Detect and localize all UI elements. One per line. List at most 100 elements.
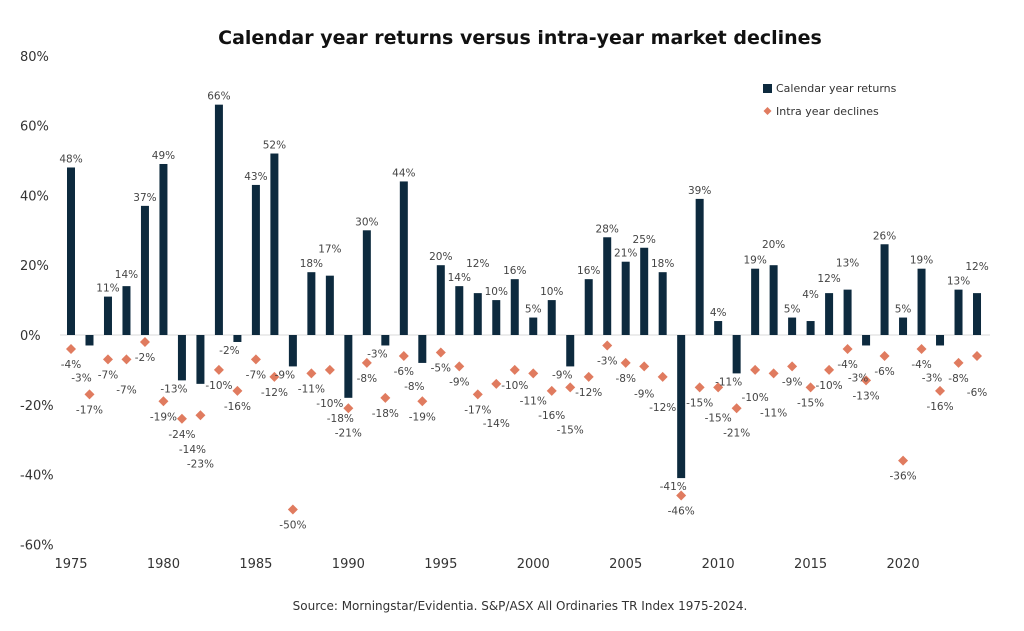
- legend-label-returns: Calendar year returns: [776, 82, 897, 95]
- return-bar: [769, 265, 778, 335]
- decline-label: -36%: [889, 471, 916, 483]
- decline-label: -7%: [116, 384, 136, 396]
- return-label: 16%: [577, 265, 600, 277]
- decline-marker: [898, 455, 909, 466]
- decline-marker: [398, 350, 409, 361]
- return-label: -9%: [275, 369, 295, 381]
- return-bar: [418, 335, 427, 363]
- decline-marker: [139, 336, 150, 347]
- return-label: 44%: [392, 167, 415, 179]
- legend-swatch-returns: [763, 84, 772, 93]
- return-label: -3%: [71, 372, 91, 384]
- return-label: 19%: [910, 255, 933, 267]
- return-bar: [455, 286, 464, 335]
- decline-marker: [916, 343, 927, 354]
- decline-label: -10%: [816, 380, 843, 392]
- return-bar: [677, 335, 686, 479]
- return-bar: [510, 279, 519, 335]
- decline-label: -23%: [187, 458, 214, 470]
- decline-label: -8%: [948, 373, 968, 385]
- return-label: -9%: [552, 369, 572, 381]
- return-bar: [214, 104, 223, 335]
- decline-marker: [121, 354, 132, 365]
- return-label: 18%: [300, 258, 323, 270]
- x-tick-label: 2000: [517, 557, 550, 572]
- y-axis: 80% 60% 40% 20% 0% -20% -40% -60%: [20, 50, 54, 554]
- decline-label: -15%: [557, 424, 584, 436]
- x-tick-label: 2005: [609, 557, 642, 572]
- decline-label: -15%: [797, 397, 824, 409]
- decline-label: -15%: [705, 412, 732, 424]
- decline-label: -6%: [394, 366, 414, 378]
- decline-marker: [546, 385, 557, 396]
- decline-label: -8%: [357, 373, 377, 385]
- y-tick-label: -20%: [20, 399, 54, 414]
- return-label: 39%: [688, 185, 711, 197]
- decline-marker: [787, 361, 798, 372]
- decline-label: -16%: [224, 401, 251, 413]
- return-label: 17%: [318, 244, 341, 256]
- return-bar: [714, 321, 723, 335]
- legend-swatch-declines: [763, 107, 772, 115]
- decline-label: -3%: [597, 355, 617, 367]
- decline-marker: [250, 354, 261, 365]
- return-bar: [436, 265, 445, 335]
- return-bar: [122, 286, 131, 335]
- decline-marker: [972, 350, 983, 361]
- decline-marker: [879, 350, 890, 361]
- return-bar: [621, 261, 630, 335]
- return-bar: [751, 268, 760, 335]
- decline-marker: [380, 392, 391, 403]
- y-tick-label: 40%: [20, 189, 49, 204]
- decline-label: -8%: [615, 373, 635, 385]
- return-label: 66%: [207, 91, 230, 103]
- decline-label: -21%: [335, 427, 362, 439]
- decline-marker: [158, 396, 169, 407]
- decline-label: -19%: [150, 411, 177, 423]
- data-labels: 48%-4%-3%-17%11%-7%14%-7%37%-2%49%-19%-1…: [59, 91, 988, 532]
- decline-marker: [472, 389, 483, 400]
- return-bar: [566, 335, 575, 367]
- return-label: 12%: [817, 273, 840, 285]
- return-label: -13%: [160, 383, 187, 395]
- return-label: 10%: [540, 286, 563, 298]
- y-tick-label: 80%: [20, 50, 49, 65]
- decline-label: -9%: [782, 376, 802, 388]
- decline-marker: [861, 375, 872, 386]
- return-bar: [862, 335, 871, 346]
- decline-label: -13%: [852, 390, 879, 402]
- decline-label: -4%: [911, 359, 931, 371]
- y-tick-label: 0%: [20, 329, 41, 344]
- decline-marker: [953, 357, 964, 368]
- return-bar: [344, 335, 353, 398]
- return-label: -3%: [922, 372, 942, 384]
- return-bar: [825, 293, 834, 335]
- decline-marker: [232, 385, 243, 396]
- x-tick-label: 1985: [239, 557, 272, 572]
- return-label: 28%: [596, 223, 619, 235]
- decline-marker: [306, 368, 317, 379]
- decline-label: -17%: [464, 404, 491, 416]
- decline-label: -9%: [634, 388, 654, 400]
- decline-label: -10%: [742, 392, 769, 404]
- return-label: 52%: [263, 140, 286, 152]
- return-label: 48%: [59, 153, 82, 165]
- return-label: 21%: [614, 248, 637, 260]
- return-label: -18%: [327, 413, 354, 425]
- return-bar: [788, 317, 797, 335]
- return-label: -14%: [179, 444, 206, 456]
- return-bar: [843, 289, 852, 335]
- return-label: 5%: [784, 304, 801, 316]
- return-label: 4%: [710, 307, 727, 319]
- return-bar: [695, 198, 704, 335]
- decline-marker: [324, 364, 335, 375]
- return-bar: [362, 230, 371, 335]
- return-label: 11%: [96, 283, 119, 295]
- return-label: 16%: [503, 265, 526, 277]
- return-bar: [288, 335, 297, 367]
- decline-label: -17%: [76, 404, 103, 416]
- return-bar: [399, 181, 408, 335]
- return-label: 12%: [466, 258, 489, 270]
- return-bar: [177, 335, 186, 381]
